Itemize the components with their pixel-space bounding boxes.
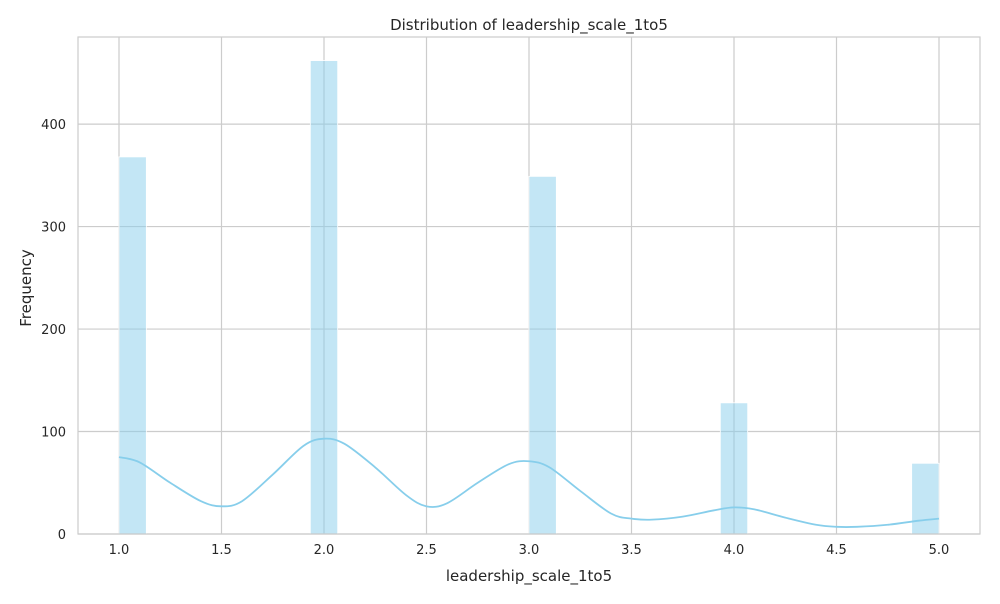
x-tick-label: 2.5 — [416, 543, 437, 558]
y-tick-label: 0 — [58, 528, 66, 543]
y-tick-label: 100 — [41, 426, 66, 441]
kde-curve-group — [118, 437, 940, 528]
x-tick-label: 3.5 — [621, 543, 642, 558]
x-tick-label: 2.0 — [314, 543, 335, 558]
x-tick-label: 5.0 — [929, 543, 950, 558]
y-tick-label: 300 — [41, 221, 66, 236]
kde-curve — [118, 437, 940, 528]
histogram-bar — [911, 462, 940, 535]
x-tick-label: 3.0 — [519, 543, 540, 558]
histogram-bar — [528, 175, 557, 535]
x-tick-label: 4.0 — [724, 543, 745, 558]
x-tick-label: 1.5 — [211, 543, 232, 558]
y-tick-label: 200 — [41, 323, 66, 338]
x-tick-label: 4.5 — [826, 543, 847, 558]
y-axis-title: Frequency — [17, 249, 35, 327]
x-axis-title: leadership_scale_1to5 — [446, 567, 612, 586]
plot-frame — [77, 36, 981, 535]
histogram-bar — [719, 402, 749, 535]
y-tick-label: 400 — [41, 118, 66, 133]
histogram-bar — [309, 60, 339, 535]
y-tick-labels: 0 100 200 300 400 — [41, 118, 66, 543]
x-tick-label: 1.0 — [109, 543, 130, 558]
chart-title: Distribution of leadership_scale_1to5 — [390, 16, 668, 35]
histogram-bars — [118, 60, 940, 535]
histogram-bar — [118, 156, 147, 535]
x-tick-labels: 1.0 1.5 2.0 2.5 3.0 3.5 4.0 4.5 5.0 — [109, 543, 950, 558]
